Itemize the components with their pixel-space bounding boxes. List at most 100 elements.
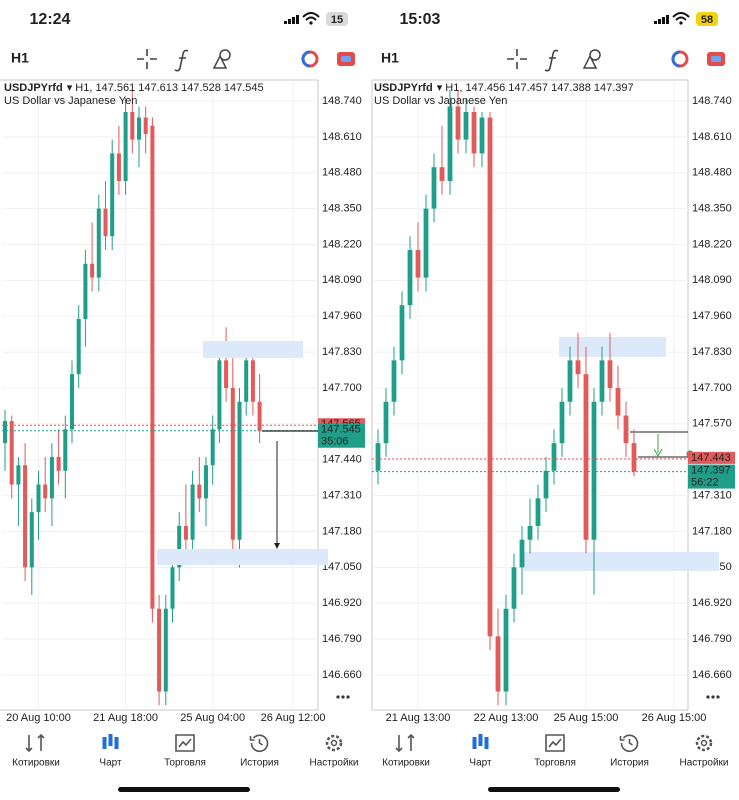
candle-body <box>96 208 101 278</box>
wifi-dot <box>309 21 313 25</box>
tab-label[interactable]: Настройки <box>309 758 358 769</box>
candle-body <box>503 608 509 692</box>
more-dot[interactable] <box>346 695 350 699</box>
candle-body <box>567 360 573 402</box>
timeframe-button[interactable]: H1 <box>11 50 29 66</box>
tab-label[interactable]: Чарт <box>469 758 492 769</box>
zone <box>203 341 303 358</box>
y-tick-label: 148.610 <box>692 131 732 143</box>
objects-icon[interactable] <box>212 49 231 69</box>
tab-icon <box>695 734 713 752</box>
candle-body <box>607 360 613 388</box>
price-tag <box>688 464 735 489</box>
crosshair-icon[interactable] <box>137 49 157 69</box>
candle-body <box>527 525 533 540</box>
candle-body <box>63 429 68 471</box>
tab-label[interactable]: История <box>610 758 649 769</box>
y-tick-label: 147.830 <box>322 346 362 358</box>
candle-body <box>157 608 162 692</box>
price-tag-label: 147.443 <box>691 452 731 464</box>
candle-body <box>575 360 581 375</box>
candle-body <box>183 525 188 540</box>
candle-body <box>551 443 557 471</box>
candle-body <box>250 360 255 402</box>
y-tick-label: 148.220 <box>322 238 362 250</box>
candle-body <box>599 360 605 402</box>
tab-label[interactable]: Котировки <box>382 758 430 769</box>
candle-body <box>257 401 262 431</box>
tab-icon <box>175 734 195 752</box>
more-dot[interactable] <box>341 695 345 699</box>
candle-body <box>631 443 637 472</box>
symbol[interactable]: USDJPYrfd <box>4 82 63 94</box>
more-dot[interactable] <box>706 695 710 699</box>
candle-body <box>615 387 621 416</box>
y-tick-label: 147.960 <box>692 310 732 322</box>
candle-body <box>399 305 405 361</box>
candle-body <box>487 117 493 637</box>
tab-label[interactable]: Настройки <box>679 758 728 769</box>
candle-body <box>583 374 589 540</box>
tab-label[interactable]: Торговля <box>534 758 576 769</box>
more-dot[interactable] <box>711 695 715 699</box>
candle-body <box>163 608 168 692</box>
description: US Dollar vs Japanese Yen <box>374 95 507 107</box>
candle-body <box>463 112 469 140</box>
candle-body <box>230 387 235 540</box>
symbol[interactable]: USDJPYrfd <box>374 82 433 94</box>
y-tick-label: 148.090 <box>322 274 362 286</box>
objects-icon[interactable] <box>582 49 601 69</box>
y-tick-label: 148.740 <box>692 95 732 107</box>
y-tick-label: 147.960 <box>322 310 362 322</box>
more-dot[interactable] <box>716 695 720 699</box>
y-tick-label: 147.830 <box>692 346 732 358</box>
signal-icon-half <box>671 50 681 68</box>
tab-icon <box>478 734 483 746</box>
candle-body <box>150 125 155 609</box>
candle-body <box>407 249 413 306</box>
candle-body <box>29 512 34 568</box>
y-tick-label: 148.090 <box>692 274 732 286</box>
quote-info: ▾ H1, 147.561 147.613 147.528 147.545 <box>67 82 264 94</box>
candle-body <box>591 401 597 540</box>
candle-body <box>244 360 249 402</box>
candle-body <box>177 525 182 568</box>
signal-icon-half <box>301 50 311 68</box>
candle-body <box>103 208 108 237</box>
timeframe-button[interactable]: H1 <box>381 50 399 66</box>
tab-label[interactable]: Чарт <box>99 758 122 769</box>
tab-label[interactable]: История <box>240 758 279 769</box>
candle-body <box>479 117 485 154</box>
candle-body <box>471 112 477 154</box>
price-tag-label: 147.545 <box>321 424 361 436</box>
candle-body <box>76 318 81 375</box>
y-tick-label: 147.310 <box>322 489 362 501</box>
candle-body <box>69 374 75 430</box>
candle-body <box>170 567 175 609</box>
candle-body <box>116 153 121 181</box>
trade-icon-inner <box>341 56 351 62</box>
tab-label[interactable]: Торговля <box>164 758 206 769</box>
status-time: 15:03 <box>400 11 441 28</box>
zone <box>157 549 328 565</box>
battery-level: 15 <box>331 14 343 26</box>
price-tag-label: 147.397 <box>691 464 731 476</box>
more-dot[interactable] <box>336 695 340 699</box>
x-tick-label: 21 Aug 18:00 <box>93 712 158 724</box>
function-icon[interactable] <box>174 49 189 72</box>
function-icon[interactable] <box>544 49 559 72</box>
signal-bar <box>666 15 669 24</box>
candle-body <box>237 401 242 540</box>
x-tick-label: 21 Aug 13:00 <box>386 712 451 724</box>
price-tag-timer: 56:22 <box>691 476 719 488</box>
candle-body <box>224 360 229 388</box>
tab-label[interactable]: Котировки <box>12 758 60 769</box>
candle-body <box>511 567 517 609</box>
price-tag-timer: 35:06 <box>321 436 349 448</box>
zone <box>559 337 666 357</box>
signal-bar <box>658 19 661 24</box>
crosshair-icon[interactable] <box>507 49 527 69</box>
candle-body <box>423 208 429 278</box>
candle-body <box>190 484 195 540</box>
tab-icon <box>395 733 415 753</box>
